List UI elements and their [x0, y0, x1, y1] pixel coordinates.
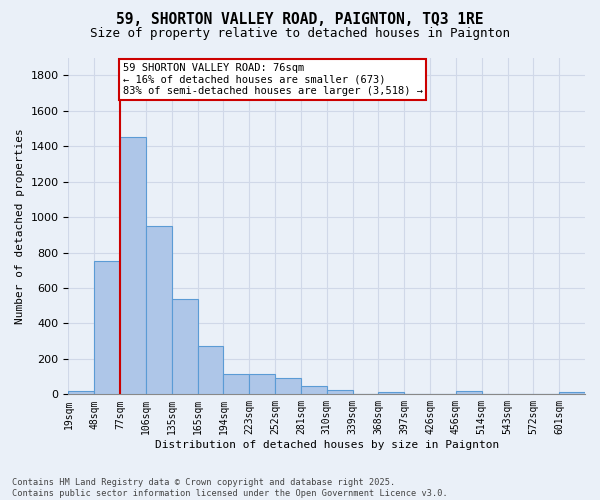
Y-axis label: Number of detached properties: Number of detached properties [15, 128, 25, 324]
Text: 59, SHORTON VALLEY ROAD, PAIGNTON, TQ3 1RE: 59, SHORTON VALLEY ROAD, PAIGNTON, TQ3 1… [116, 12, 484, 28]
Bar [94, 262, 120, 394]
Bar [249, 374, 275, 394]
Bar [559, 392, 585, 394]
X-axis label: Distribution of detached houses by size in Paignton: Distribution of detached houses by size … [155, 440, 499, 450]
Bar [68, 391, 94, 394]
Bar [456, 391, 482, 394]
Bar [172, 300, 197, 394]
Text: Size of property relative to detached houses in Paignton: Size of property relative to detached ho… [90, 28, 510, 40]
Text: 59 SHORTON VALLEY ROAD: 76sqm
← 16% of detached houses are smaller (673)
83% of : 59 SHORTON VALLEY ROAD: 76sqm ← 16% of d… [123, 63, 423, 96]
Bar [301, 386, 327, 394]
Bar [197, 346, 223, 395]
Bar [223, 374, 249, 394]
Bar [275, 378, 301, 394]
Text: Contains HM Land Registry data © Crown copyright and database right 2025.
Contai: Contains HM Land Registry data © Crown c… [12, 478, 448, 498]
Bar [120, 138, 146, 394]
Bar [327, 390, 353, 394]
Bar [146, 226, 172, 394]
Bar [379, 392, 404, 394]
